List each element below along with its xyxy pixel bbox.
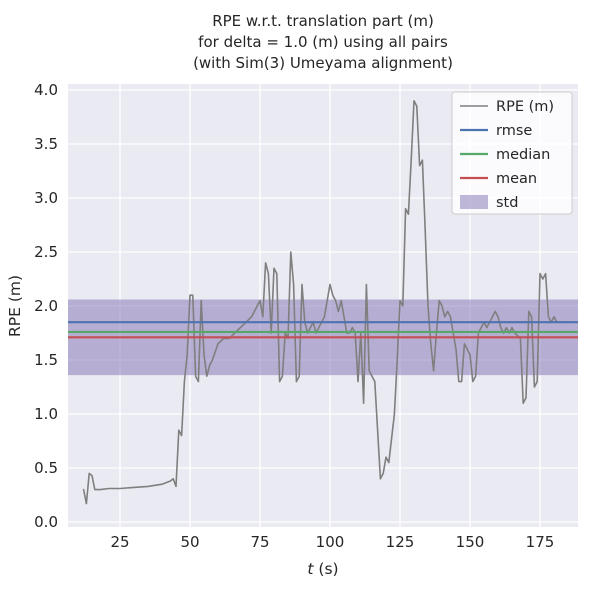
tick-labels-group: 25 50 75 100 125 150 175 0.0 0.5 1.0 1.5 2.0 2.5 3.0 3…: [34, 81, 554, 551]
y-tick-label: 2.5: [34, 243, 58, 261]
legend-label-median: median: [496, 147, 550, 163]
y-tick-label: 0.5: [34, 459, 58, 477]
chart-title-line-1: RPE w.r.t. translation part (m): [212, 12, 434, 30]
x-axis-label-variable: t: [307, 560, 314, 578]
x-tick-label: 125: [386, 533, 415, 551]
y-tick-label: 1.5: [34, 351, 58, 369]
legend-sample-std-patch: [460, 195, 488, 209]
legend-label-rpe: RPE (m): [496, 99, 554, 115]
chart-title-line-3: (with Sim(3) Umeyama alignment): [193, 54, 453, 72]
y-tick-label: 3.0: [34, 189, 58, 207]
y-tick-label: 0.0: [34, 513, 58, 531]
chart-title-line-2: for delta = 1.0 (m) using all pairs: [198, 33, 448, 51]
x-tick-label: 75: [250, 533, 269, 551]
y-tick-label: 2.0: [34, 297, 58, 315]
legend-label-rmse: rmse: [496, 123, 532, 139]
x-tick-label: 50: [180, 533, 199, 551]
x-tick-label: 25: [110, 533, 129, 551]
x-tick-label: 150: [456, 533, 485, 551]
legend-label-std: std: [496, 195, 518, 211]
y-tick-label: 3.5: [34, 135, 58, 153]
x-tick-label: 100: [316, 533, 345, 551]
rpe-line: [82, 100, 564, 505]
x-tick-label: 175: [526, 533, 555, 551]
x-axis-label-unit: (s): [313, 560, 338, 578]
y-tick-label: 4.0: [34, 81, 58, 99]
y-axis-label: RPE (m): [6, 275, 24, 337]
legend-box: [451, 91, 573, 215]
legend-label-mean: mean: [496, 171, 537, 187]
x-axis-label: t (s): [307, 560, 338, 578]
y-tick-label: 1.0: [34, 405, 58, 423]
legend: RPE (m) rmse median mean std: [451, 91, 573, 215]
